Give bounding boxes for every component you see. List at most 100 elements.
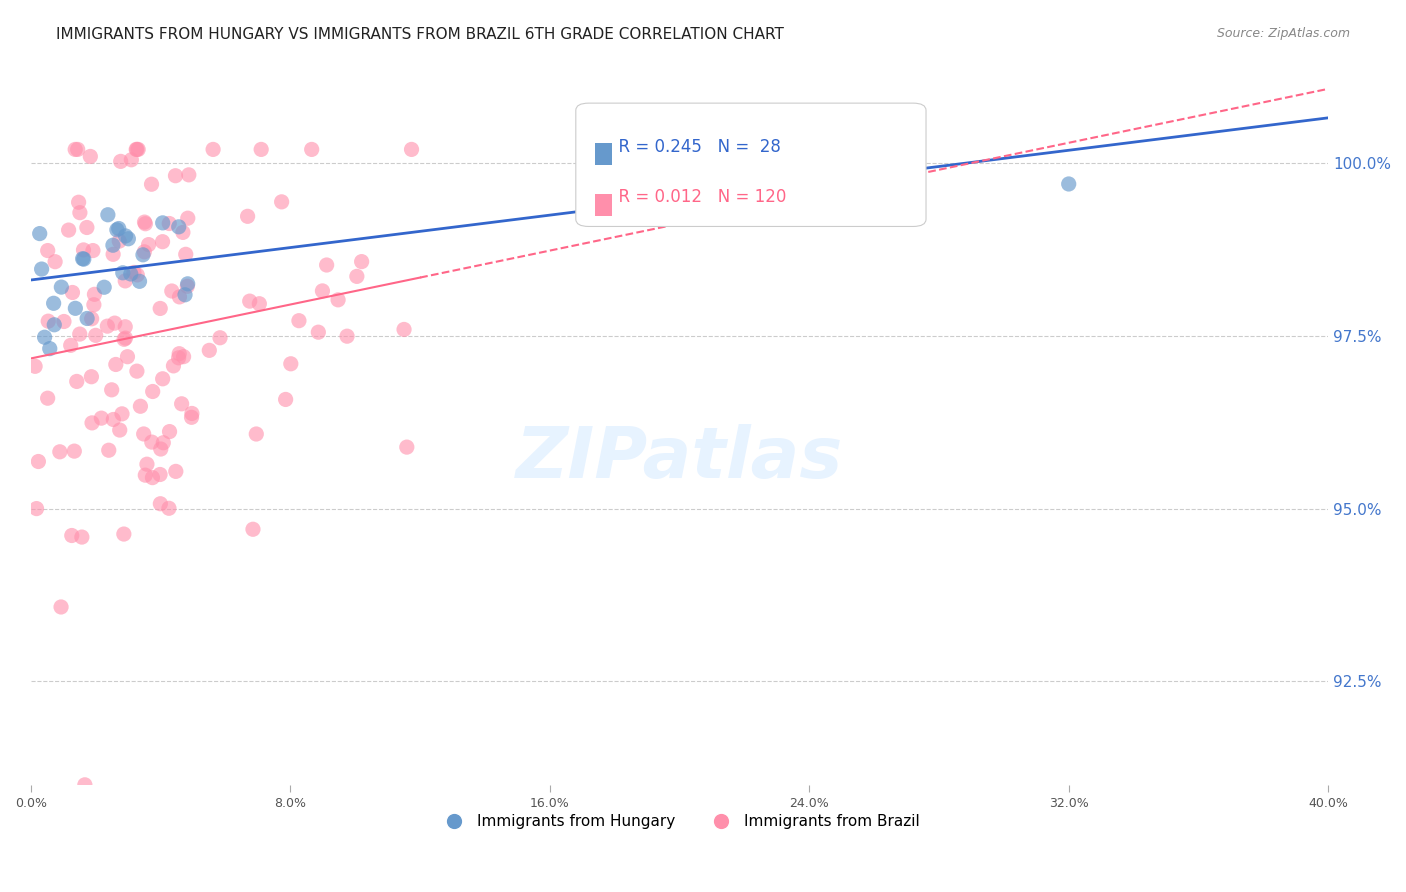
Point [76,311,98,326]
Point [142,384,165,399]
Point [42,296,65,310]
Point [101,247,124,261]
Point [141,178,163,192]
Point [350,254,373,268]
Text: R = 0.245   N =  28: R = 0.245 N = 28 [609,137,782,156]
Point [128,274,150,288]
Point [38,342,60,356]
Point [114,274,136,288]
Point [401,143,423,157]
Point [62,285,84,300]
Point [280,357,302,371]
Point [127,143,149,157]
Point [122,265,145,279]
Text: R = 0.012   N = 120: R = 0.012 N = 120 [609,181,786,199]
Point [326,293,349,307]
Point [112,527,135,541]
Point [101,238,124,252]
Point [152,235,174,249]
Point [69,205,91,219]
Legend: Immigrants from Hungary, Immigrants from Brazil: Immigrants from Hungary, Immigrants from… [433,808,927,836]
Point [315,258,337,272]
Point [247,296,270,310]
Point [44,254,66,268]
Point [73,778,96,792]
Point [83,287,105,301]
Point [96,319,118,334]
Point [132,427,155,442]
Point [134,244,156,259]
Point [270,194,292,209]
Point [160,284,183,298]
Point [136,457,159,471]
Point [114,319,136,334]
Point [165,169,187,183]
Point [79,149,101,163]
Point [157,501,180,516]
Point [108,234,131,248]
Point [1057,177,1080,191]
Point [25,501,48,516]
Point [80,416,103,430]
Point [159,425,181,439]
Point [141,435,163,450]
Point [37,391,59,405]
Point [149,301,172,316]
Point [73,252,96,267]
Point [63,444,86,458]
Point [167,351,190,365]
Bar [595,194,612,216]
Point [93,280,115,294]
Point [242,522,264,536]
Point [127,268,149,282]
Point [80,369,103,384]
Point [28,227,51,241]
Point [176,279,198,293]
Point [134,217,156,231]
Point [72,252,94,266]
Point [149,497,172,511]
Point [117,350,139,364]
Point [346,269,368,284]
Point [120,267,142,281]
Point [288,314,311,328]
FancyBboxPatch shape [576,103,927,227]
Point [167,219,190,234]
Point [208,331,231,345]
Point [107,221,129,235]
Point [125,143,148,157]
Point [52,314,75,328]
Point [141,470,163,484]
Point [108,423,131,437]
Point [134,468,156,483]
Point [177,168,200,182]
Point [250,143,273,157]
Point [239,294,262,309]
Point [180,410,202,425]
Point [31,262,53,277]
Point [84,328,107,343]
Point [76,220,98,235]
Point [65,301,87,316]
Point [90,411,112,425]
Point [105,223,128,237]
Point [111,266,134,280]
Point [114,331,136,345]
Text: R = 0.012   N = 120: R = 0.012 N = 120 [609,188,786,206]
Point [152,372,174,386]
Point [37,314,59,328]
Point [180,407,202,421]
Point [149,467,172,482]
Text: IMMIGRANTS FROM HUNGARY VS IMMIGRANTS FROM BRAZIL 6TH GRADE CORRELATION CHART: IMMIGRANTS FROM HUNGARY VS IMMIGRANTS FR… [56,27,785,42]
Point [173,350,195,364]
Point [120,153,142,167]
Point [60,528,83,542]
Point [138,237,160,252]
Point [69,327,91,342]
Point [169,290,191,304]
Point [307,325,329,339]
Point [245,427,267,442]
Point [104,316,127,330]
Point [117,232,139,246]
Point [236,210,259,224]
